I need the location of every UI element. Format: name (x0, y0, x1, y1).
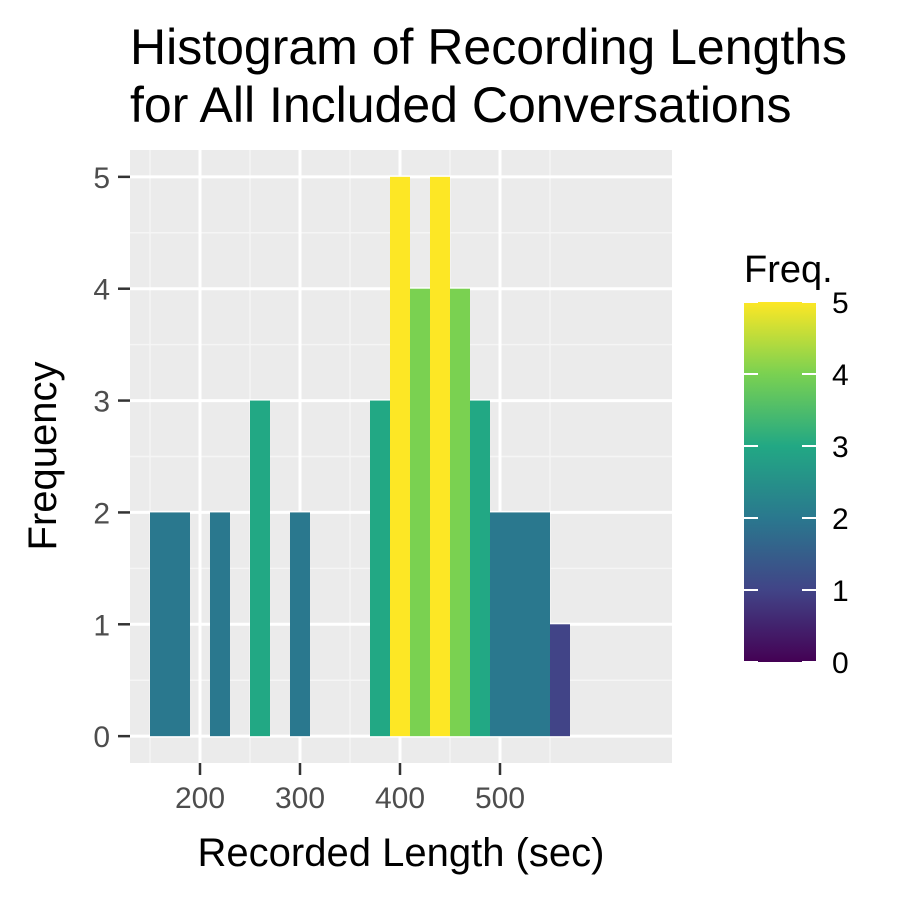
histogram-bar (430, 176, 450, 737)
x-tick-label: 300 (275, 782, 325, 815)
y-tick-label: 4 (93, 274, 110, 307)
legend-title: Freq. (744, 249, 833, 291)
histogram-bars (150, 176, 570, 737)
histogram-bar (450, 288, 470, 737)
legend-label: 3 (832, 431, 849, 464)
legend-ticks: 0 1 2 3 4 5 (744, 287, 849, 680)
legend-label: 0 (832, 647, 849, 680)
histogram-bar (170, 512, 190, 737)
histogram-bar (370, 400, 390, 737)
histogram-bar (490, 512, 510, 737)
legend-label: 5 (832, 287, 849, 320)
x-tick-label: 500 (475, 782, 525, 815)
y-tick-label: 2 (93, 497, 110, 530)
chart-title-line-2: for All Included Conversations (130, 77, 791, 133)
x-tick-label: 400 (375, 782, 425, 815)
y-tick-label: 3 (93, 386, 110, 419)
histogram-bar (150, 512, 170, 737)
legend-label: 4 (832, 359, 849, 392)
histogram-bar (290, 512, 310, 737)
x-tick-label: 200 (175, 782, 225, 815)
y-tick-label: 1 (93, 609, 110, 642)
histogram-bar (470, 400, 490, 737)
histogram-bar (530, 512, 550, 737)
y-tick-label: 5 (93, 162, 110, 195)
histogram-bar (550, 624, 570, 737)
legend-colorbar (744, 302, 816, 662)
histogram-bar (510, 512, 530, 737)
color-legend: Freq. 0 1 2 3 4 5 (744, 249, 849, 680)
histogram-bar (390, 176, 410, 737)
histogram-bar (410, 288, 430, 737)
chart-title-line-1: Histogram of Recording Lengths (130, 19, 847, 75)
legend-label: 2 (832, 503, 849, 536)
legend-label: 1 (832, 575, 849, 608)
y-tick-label: 0 (93, 721, 110, 754)
histogram-bar (210, 512, 230, 737)
histogram-bar (250, 400, 270, 737)
y-axis-title: Frequency (21, 362, 65, 551)
x-axis-title: Recorded Length (sec) (198, 831, 605, 875)
axes: 0 1 2 3 4 5 200 300 400 500 (93, 162, 525, 815)
